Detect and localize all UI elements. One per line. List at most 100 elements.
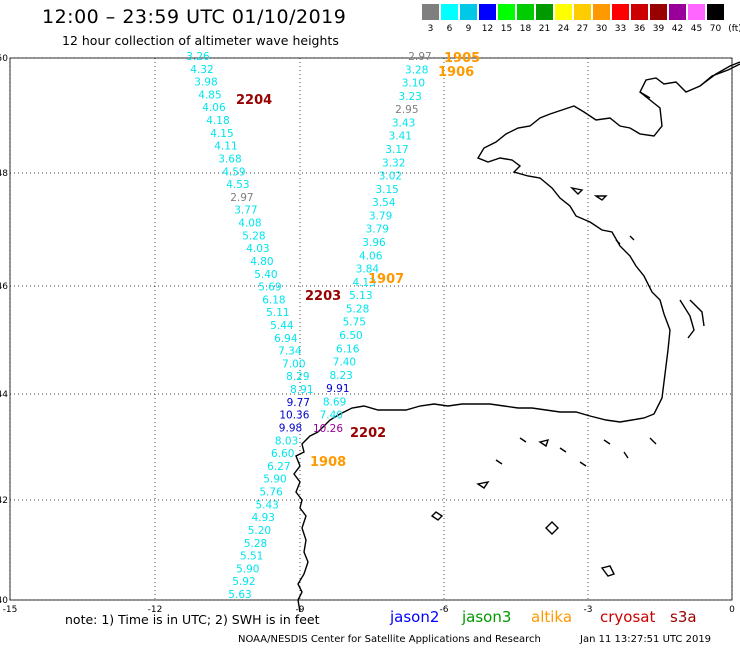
- pass-label: 1905: [444, 51, 480, 66]
- legend-swatch: [498, 4, 515, 20]
- wave-height-value: 6.50: [339, 330, 362, 342]
- wave-height-value: 9.77: [287, 397, 310, 409]
- x-tick-label: -3: [584, 605, 593, 615]
- legend-swatch: [612, 4, 629, 20]
- legend-label: 33: [614, 24, 627, 34]
- map-grid: [9, 57, 733, 601]
- island-4: [600, 565, 615, 577]
- legend-label: 70: [709, 24, 722, 34]
- wave-height-value: 3.98: [194, 77, 217, 89]
- wave-height-value: 4.32: [190, 64, 213, 76]
- wave-height-value: 2.95: [395, 104, 418, 116]
- legend-swatch: [688, 4, 705, 20]
- wave-height-value: 4.53: [226, 179, 249, 191]
- legend-label: 15: [500, 24, 513, 34]
- legend-swatch: [593, 4, 610, 20]
- wave-height-value: 4.03: [246, 243, 269, 255]
- wave-height-value: 3.10: [402, 78, 425, 90]
- wave-height-value: 4.06: [359, 250, 383, 262]
- satellite-jason3: jason3: [462, 608, 512, 626]
- wave-height-value: 4.06: [202, 102, 226, 114]
- generation-timestamp: Jan 11 13:27:51 UTC 2019: [580, 634, 712, 645]
- coastline-iberia: [293, 431, 319, 613]
- wave-height-value: 7.00: [282, 358, 305, 370]
- legend-swatch: [574, 4, 591, 20]
- satellite-s3a: s3a: [670, 608, 697, 626]
- wave-height-value: 5.11: [266, 307, 289, 319]
- legend-swatch: [669, 4, 686, 20]
- y-tick-label: 42: [0, 496, 8, 506]
- wave-height-value: 5.28: [244, 538, 267, 550]
- wave-height-value: 3.77: [234, 205, 257, 217]
- wave-height-value: 5.40: [254, 269, 277, 281]
- loire-estuary: [679, 299, 695, 339]
- wave-height-value: 3.84: [356, 264, 380, 276]
- pass-label: 1908: [310, 455, 346, 470]
- wave-height-value: 8.91: [290, 384, 313, 396]
- x-tick-label: -6: [440, 605, 449, 615]
- legend-label: 39: [652, 24, 665, 34]
- legend-label: 18: [519, 24, 532, 34]
- axis-tick-labels: -15 -12 -9 -6 -3 0 50 48 46 44 42 40: [0, 54, 735, 615]
- wave-height-value: 3.26: [186, 51, 210, 63]
- island-3: [545, 521, 559, 535]
- legend-swatch: [631, 4, 648, 20]
- brittany-islands: [569, 186, 635, 245]
- footnote: note: 1) Time is in UTC; 2) SWH is in fe…: [65, 612, 320, 627]
- wave-height-value: 5.28: [346, 303, 369, 315]
- altimeter-track-west: 3.264.323.984.854.064.184.154.113.684.59…: [186, 51, 313, 601]
- wave-height-value: 6.27: [267, 461, 290, 473]
- legend-label: 24: [557, 24, 570, 34]
- wave-height-value: 3.68: [218, 153, 241, 165]
- wave-height-value: 4.85: [198, 89, 221, 101]
- legend-label: 21: [538, 24, 551, 34]
- x-tick-label: -15: [3, 605, 18, 615]
- wave-height-value: 3.96: [362, 237, 386, 249]
- wave-height-value: 8.69: [323, 396, 346, 408]
- credit-line: NOAA/NESDIS Center for Satellite Applica…: [238, 634, 541, 645]
- legend-label: 3: [427, 24, 434, 34]
- legend-label: 12: [481, 24, 494, 34]
- wave-height-value: 9.98: [279, 422, 302, 434]
- pass-label: 2204: [236, 93, 272, 108]
- wave-height-value: 5.20: [248, 525, 271, 537]
- wave-height-value: 8.29: [286, 371, 309, 383]
- wave-height-value: 4.08: [238, 218, 261, 230]
- pass-label: 1907: [368, 272, 404, 287]
- coastline: [293, 61, 740, 613]
- legend-swatch: [555, 4, 572, 20]
- y-tick-label: 48: [0, 169, 8, 179]
- wave-height-value: 2.97: [230, 192, 253, 204]
- wave-height-value: 7.40: [333, 357, 356, 369]
- wave-height-value: 4.18: [206, 115, 229, 127]
- inland-lakes: [495, 437, 657, 467]
- pass-label: 2202: [350, 426, 386, 441]
- wave-height-value: 5.92: [232, 576, 255, 588]
- y-tick-label: 46: [0, 282, 8, 292]
- legend-swatch: [460, 4, 477, 20]
- wave-height-value: 6.16: [336, 343, 360, 355]
- wave-height-value: 5.43: [255, 499, 278, 511]
- x-tick-label: -12: [148, 605, 163, 615]
- legend-label: 6: [446, 24, 453, 34]
- y-tick-label: 44: [0, 390, 8, 400]
- wave-height-value: 3.23: [398, 91, 421, 103]
- coastline-france: [317, 63, 740, 433]
- y-tick-label: 40: [0, 596, 8, 606]
- wave-height-value: 3.17: [385, 144, 408, 156]
- wave-height-value: 5.44: [270, 320, 294, 332]
- wave-height-value: 8.23: [329, 370, 352, 382]
- gironde-estuary: [689, 299, 705, 327]
- wave-height-value: 5.69: [258, 282, 281, 294]
- wave-height-value: 4.93: [252, 512, 275, 524]
- legend-swatch: [441, 4, 458, 20]
- legend-label: 36: [633, 24, 646, 34]
- legend-swatch: [707, 4, 724, 20]
- satellite-altika: altika: [531, 608, 573, 626]
- wave-height-value: 8.03: [275, 435, 298, 447]
- wave-height-value: 3.79: [369, 210, 392, 222]
- legend-swatch: [517, 4, 534, 20]
- wave-height-value: 10.36: [279, 410, 309, 422]
- island-5: [538, 439, 550, 448]
